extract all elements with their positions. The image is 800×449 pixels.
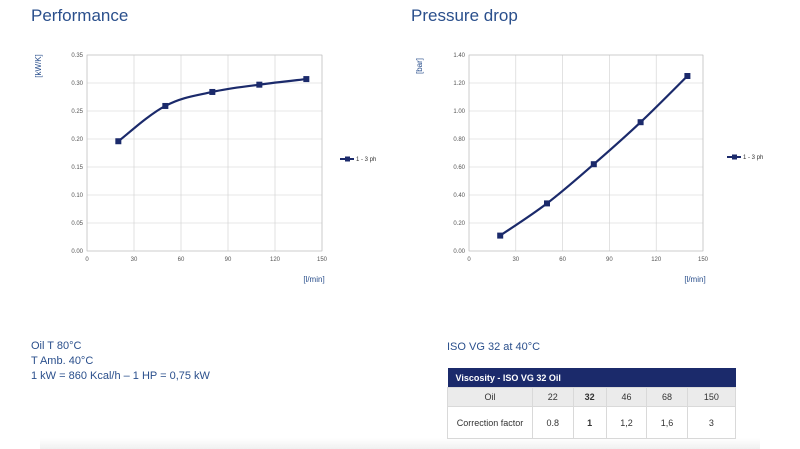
note-iso-vg: ISO VG 32 at 40°C <box>447 341 541 353</box>
y-tick-label: 1.00 <box>453 109 465 115</box>
note-unit-conversion: 1 kW = 860 Kcal/h – 1 HP = 0,75 kW <box>31 370 210 382</box>
oil-value: 68 <box>646 387 688 407</box>
y-tick-label: 1.40 <box>453 53 465 59</box>
viscosity-table: Viscosity - ISO VG 32 Oil Oil 22 32 46 6… <box>447 368 737 439</box>
x-tick-label: 60 <box>178 257 185 263</box>
legend-label: 1 - 3 ph <box>356 157 376 163</box>
plot-frame <box>86 54 323 252</box>
y-tick-label: 0.10 <box>71 193 83 199</box>
pressure-drop-title: Pressure drop <box>411 6 518 25</box>
y-tick-label: 0.35 <box>71 53 83 59</box>
viscosity-table-header: Viscosity - ISO VG 32 Oil <box>447 368 736 388</box>
performance-chart: 0 30 60 90 120 150 0.00 0.05 0.10 0.15 0.20 0.25 0.3… <box>34 53 376 284</box>
legend-label: 1 - 3 ph <box>743 155 763 161</box>
oil-value: 46 <box>605 387 648 407</box>
y-tick-label: 0.00 <box>71 249 83 255</box>
correction-factor-value: 1,2 <box>605 406 648 439</box>
y-tick-label: 0.80 <box>453 137 465 143</box>
y-tick-label: 0.60 <box>453 165 465 171</box>
legend-marker <box>345 156 350 162</box>
x-tick-label: 90 <box>225 257 232 263</box>
pressure-notes: ISO VG 32 at 40°C <box>447 340 540 355</box>
correction-factor-value: 1 <box>572 406 607 439</box>
x-axis-label: [l/min] <box>303 275 324 284</box>
oil-value: 22 <box>532 387 574 407</box>
oil-value: 150 <box>686 387 737 407</box>
oil-value: 32 <box>572 387 607 407</box>
data-point <box>684 73 691 79</box>
data-point <box>115 138 122 145</box>
x-tick-label: 120 <box>270 257 281 263</box>
oil-label: Oil <box>447 387 533 407</box>
x-tick-label: 60 <box>559 257 566 263</box>
y-axis-label: [bar] <box>415 58 424 74</box>
series-line <box>499 75 689 237</box>
data-point <box>590 161 597 168</box>
bottom-shadow <box>40 438 760 449</box>
x-tick-label: 30 <box>512 257 519 263</box>
x-tick-label: 90 <box>606 257 613 263</box>
x-tick-label: 0 <box>467 257 471 263</box>
data-point <box>256 81 263 88</box>
x-tick-label: 0 <box>85 257 89 263</box>
legend-marker <box>732 154 737 160</box>
x-axis-label: [l/min] <box>684 275 705 284</box>
correction-factor-value: 0.8 <box>532 406 574 439</box>
y-tick-label: 0.20 <box>71 137 83 143</box>
note-oil-temp: Oil T 80°C <box>31 340 82 352</box>
table-row-correction-factor: Correction factor 0.8 1 1,2 1,6 3 <box>447 406 737 439</box>
correction-factor-value: 1,6 <box>646 406 688 439</box>
y-tick-label: 1.20 <box>453 81 465 87</box>
correction-factor-label: Correction factor <box>447 406 533 439</box>
y-tick-label: 0.40 <box>453 193 465 199</box>
data-point <box>209 88 216 95</box>
y-tick-label: 0.30 <box>71 81 83 87</box>
table-row-oil: Oil 22 32 46 68 150 <box>447 387 737 407</box>
plot-frame <box>468 54 704 252</box>
y-tick-label: 0.15 <box>71 165 83 171</box>
data-point <box>303 76 310 83</box>
y-axis-label: [kW/K] <box>34 54 43 78</box>
x-tick-label: 150 <box>317 257 328 263</box>
performance-title: Performance <box>31 6 129 25</box>
y-tick-label: 0.20 <box>453 221 465 227</box>
data-point <box>497 232 504 239</box>
y-tick-label: 0.05 <box>71 221 83 227</box>
data-point <box>162 102 169 109</box>
x-tick-label: 120 <box>651 257 662 263</box>
x-tick-label: 30 <box>131 257 138 263</box>
performance-notes: Oil T 80°C T Amb. 40°C 1 kW = 860 Kcal/h… <box>31 339 210 384</box>
data-point <box>637 119 644 126</box>
data-point <box>544 200 550 207</box>
pressure-drop-chart: 0 30 60 90 120 150 0.00 0.20 0.40 0.60 0.80 1.00 1.2… <box>415 53 763 284</box>
y-tick-label: 0.25 <box>71 109 83 115</box>
y-tick-label: 0.00 <box>453 249 465 255</box>
x-tick-label: 150 <box>698 257 709 263</box>
correction-factor-value: 3 <box>686 406 737 439</box>
note-ambient-temp: T Amb. 40°C <box>31 355 94 367</box>
